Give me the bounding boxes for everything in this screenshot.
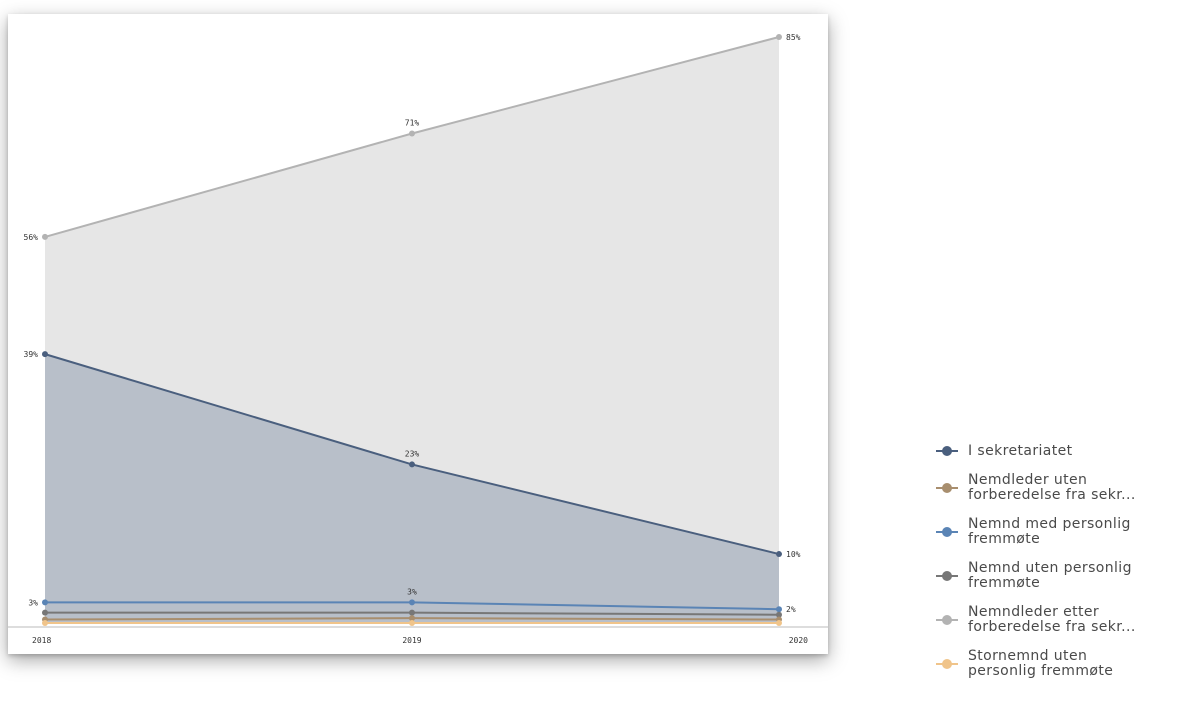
- point-stornemnd-uten-2019: [409, 620, 415, 626]
- legend-marker-icon: [936, 657, 958, 671]
- legend-label: Nemnd med personlig fremmøte: [968, 516, 1131, 547]
- chart-panel: 2018 2019 2020 56% 71% 85% 39% 23% 10% 3% 3% 2%: [8, 14, 828, 654]
- legend-marker-icon: [936, 525, 958, 539]
- point-nemnd-uten-personlig-2020: [776, 611, 782, 618]
- x-tick-label: 2018: [32, 636, 51, 645]
- legend-label: Stornemnd uten personlig fremmøte: [968, 648, 1114, 679]
- legend-item[interactable]: I sekretariatet: [936, 436, 1186, 466]
- data-label: 56%: [24, 233, 39, 242]
- data-label: 23%: [405, 449, 420, 458]
- data-label: 71%: [405, 119, 420, 128]
- data-label: 39%: [24, 350, 39, 359]
- legend-label: Nemnd uten personlig fremmøte: [968, 560, 1132, 591]
- point-nemnd-uten-personlig-2019: [409, 609, 415, 616]
- area-chart: 2018 2019 2020 56% 71% 85% 39% 23% 10% 3% 3% 2%: [8, 33, 828, 645]
- x-tick-label: 2020: [789, 636, 808, 645]
- legend-item[interactable]: Stornemnd uten personlig fremmøte: [936, 642, 1186, 686]
- data-label: 2%: [786, 605, 796, 614]
- legend-label: Nemndleder etter forberedelse fra sekr..…: [968, 604, 1136, 635]
- area-i-sekretariatet: [45, 354, 779, 623]
- point-nemndleder-etter-2020: [776, 34, 782, 40]
- point-nemnd-uten-personlig-2018: [42, 609, 48, 616]
- legend-item[interactable]: Nemnd uten personlig fremmøte: [936, 554, 1186, 598]
- legend-marker-icon: [936, 444, 958, 458]
- legend-label: Nemdleder uten forberedelse fra sekr...: [968, 472, 1136, 503]
- point-nemnd-med-personlig-2019: [409, 599, 415, 606]
- legend-item[interactable]: Nemnd med personlig fremmøte: [936, 510, 1186, 554]
- point-stornemnd-uten-2020: [776, 620, 782, 626]
- point-nemdleder-uten-2019: [409, 615, 415, 622]
- legend-marker-icon: [936, 481, 958, 495]
- legend-item[interactable]: Nemdleder uten forberedelse fra sekr...: [936, 466, 1186, 510]
- point-i-sekretariatet-2019: [409, 461, 415, 468]
- data-label: 3%: [407, 587, 417, 596]
- point-stornemnd-uten-2018: [42, 620, 48, 626]
- chart-legend: I sekretariatet Nemdleder uten forberedel…: [936, 436, 1186, 686]
- data-label: 85%: [786, 33, 801, 42]
- point-nemndleder-etter-2019: [409, 130, 415, 137]
- point-nemnd-med-personlig-2020: [776, 606, 782, 613]
- point-nemndleder-etter-2018: [42, 233, 48, 240]
- legend-marker-icon: [936, 569, 958, 583]
- point-i-sekretariatet-2018: [42, 351, 48, 358]
- legend-item[interactable]: Nemndleder etter forberedelse fra sekr..…: [936, 598, 1186, 642]
- data-label: 3%: [28, 598, 38, 607]
- point-i-sekretariatet-2020: [776, 551, 782, 558]
- point-nemnd-med-personlig-2018: [42, 599, 48, 606]
- x-tick-label: 2019: [402, 636, 421, 645]
- data-label: 10%: [786, 550, 801, 559]
- legend-label: I sekretariatet: [968, 442, 1073, 459]
- legend-marker-icon: [936, 613, 958, 627]
